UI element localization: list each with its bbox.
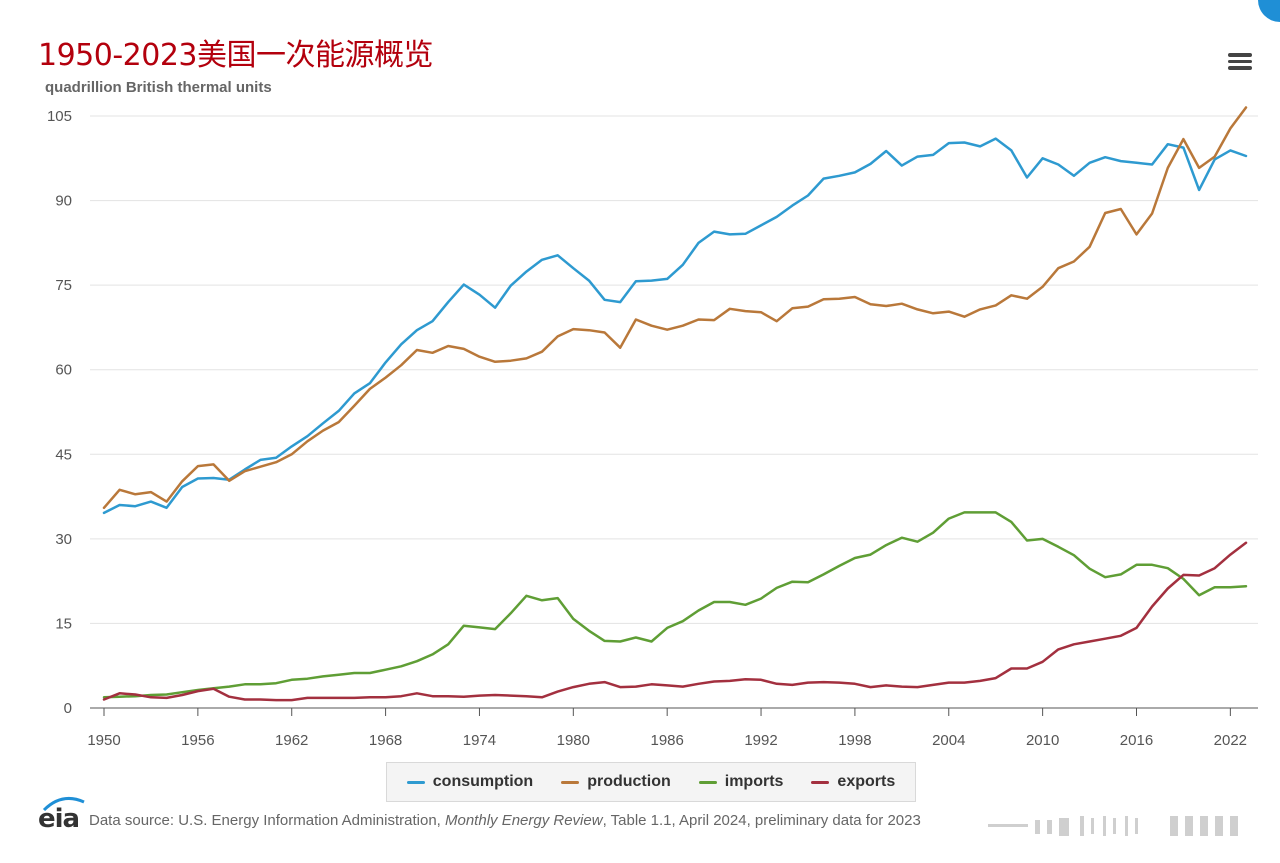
x-axis: 1950 1956 1962 1968 1974 1980 1986 1992 1998 2004… xyxy=(87,707,1258,749)
legend-swatch-icon xyxy=(698,780,717,784)
line-chart: 0 15 30 45 60 75 90 105 1950 1956 1962 1968 1974 198… xyxy=(47,106,1258,749)
x-tick-label: 2022 xyxy=(1214,732,1247,749)
grid-lines xyxy=(90,115,1258,624)
y-tick-label: 60 xyxy=(55,362,72,379)
x-tick-label: 1992 xyxy=(744,732,777,749)
legend-label: production xyxy=(587,773,671,790)
x-tick-label: 1980 xyxy=(557,732,590,749)
x-tick-label: 1998 xyxy=(838,732,871,749)
x-tick-label: 1950 xyxy=(87,732,120,749)
y-tick-label: 15 xyxy=(55,615,72,632)
y-tick-label: 30 xyxy=(55,531,72,548)
legend-item-exports[interactable]: exports xyxy=(811,773,895,791)
eia-logo-text: eia xyxy=(38,804,80,834)
page-title: 1950-2023美国一次能源概览 xyxy=(38,38,434,73)
legend-swatch-icon xyxy=(406,780,425,784)
series-line-exports[interactable] xyxy=(102,541,1248,702)
chart-menu-button[interactable] xyxy=(1226,50,1254,74)
x-tick-label: 1986 xyxy=(650,732,683,749)
x-tick-label: 2004 xyxy=(932,732,965,749)
series-line-consumption[interactable] xyxy=(102,137,1248,515)
series-line-imports[interactable] xyxy=(102,511,1248,699)
y-tick-label: 0 xyxy=(64,700,72,717)
x-tick-label: 2016 xyxy=(1120,732,1153,749)
eia-logo: eia xyxy=(36,796,86,836)
legend-swatch-icon xyxy=(811,780,830,784)
series-line-production[interactable] xyxy=(102,106,1248,510)
y-axis-unit-label: quadrillion British thermal units xyxy=(45,79,272,96)
data-source-publication: Monthly Energy Review xyxy=(445,812,603,829)
hamburger-menu-icon-bar xyxy=(1228,59,1252,63)
x-tick-label: 1968 xyxy=(369,732,402,749)
data-source-note: Data source: U.S. Energy Information Adm… xyxy=(89,812,921,829)
y-tick-label: 45 xyxy=(55,446,72,463)
legend-swatch-icon xyxy=(561,780,580,784)
legend-label: imports xyxy=(724,773,784,790)
x-tick-label: 1974 xyxy=(463,732,496,749)
hamburger-menu-icon-bar xyxy=(1228,66,1252,70)
legend-item-production[interactable]: production xyxy=(561,773,671,791)
x-tick-label: 2010 xyxy=(1026,732,1059,749)
chart-legend: consumption production imports exports xyxy=(386,762,916,802)
legend-item-consumption[interactable]: consumption xyxy=(406,773,534,791)
legend-item-imports[interactable]: imports xyxy=(698,773,784,791)
y-tick-label: 105 xyxy=(47,108,72,125)
legend-label: exports xyxy=(837,773,896,790)
eia-logo-arc-icon xyxy=(42,796,85,812)
y-tick-label: 75 xyxy=(55,277,72,294)
data-source-prefix: Data source: U.S. Energy Information Adm… xyxy=(89,812,445,829)
hamburger-menu-icon-bar xyxy=(1228,53,1252,57)
series-lines xyxy=(102,106,1248,702)
legend-label: consumption xyxy=(432,773,534,790)
x-tick-label: 1956 xyxy=(181,732,214,749)
y-tick-label: 90 xyxy=(55,193,72,210)
data-source-suffix: , Table 1.1, April 2024, preliminary dat… xyxy=(602,812,921,829)
x-tick-label: 1962 xyxy=(275,732,308,749)
watermark-barcode-icon xyxy=(988,816,1238,836)
y-axis-ticks: 0 15 30 45 60 75 90 105 xyxy=(47,108,72,717)
